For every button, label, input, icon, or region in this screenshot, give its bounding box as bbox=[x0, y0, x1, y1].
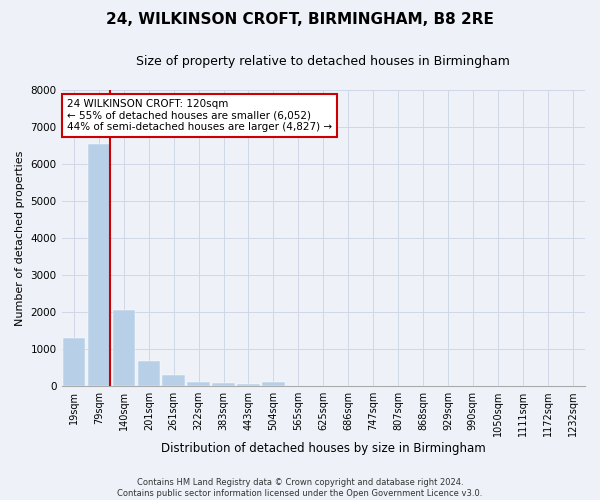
Bar bbox=[262, 382, 284, 386]
Title: Size of property relative to detached houses in Birmingham: Size of property relative to detached ho… bbox=[136, 55, 510, 68]
Bar bbox=[63, 338, 85, 386]
Y-axis label: Number of detached properties: Number of detached properties bbox=[15, 150, 25, 326]
Text: 24 WILKINSON CROFT: 120sqm
← 55% of detached houses are smaller (6,052)
44% of s: 24 WILKINSON CROFT: 120sqm ← 55% of deta… bbox=[67, 99, 332, 132]
Bar bbox=[88, 144, 110, 386]
Text: Contains HM Land Registry data © Crown copyright and database right 2024.
Contai: Contains HM Land Registry data © Crown c… bbox=[118, 478, 482, 498]
Bar bbox=[113, 310, 135, 386]
Bar bbox=[237, 384, 260, 386]
Bar bbox=[137, 361, 160, 386]
Text: 24, WILKINSON CROFT, BIRMINGHAM, B8 2RE: 24, WILKINSON CROFT, BIRMINGHAM, B8 2RE bbox=[106, 12, 494, 28]
Bar bbox=[163, 376, 185, 386]
X-axis label: Distribution of detached houses by size in Birmingham: Distribution of detached houses by size … bbox=[161, 442, 485, 455]
Bar bbox=[212, 384, 235, 386]
Bar bbox=[187, 382, 210, 386]
